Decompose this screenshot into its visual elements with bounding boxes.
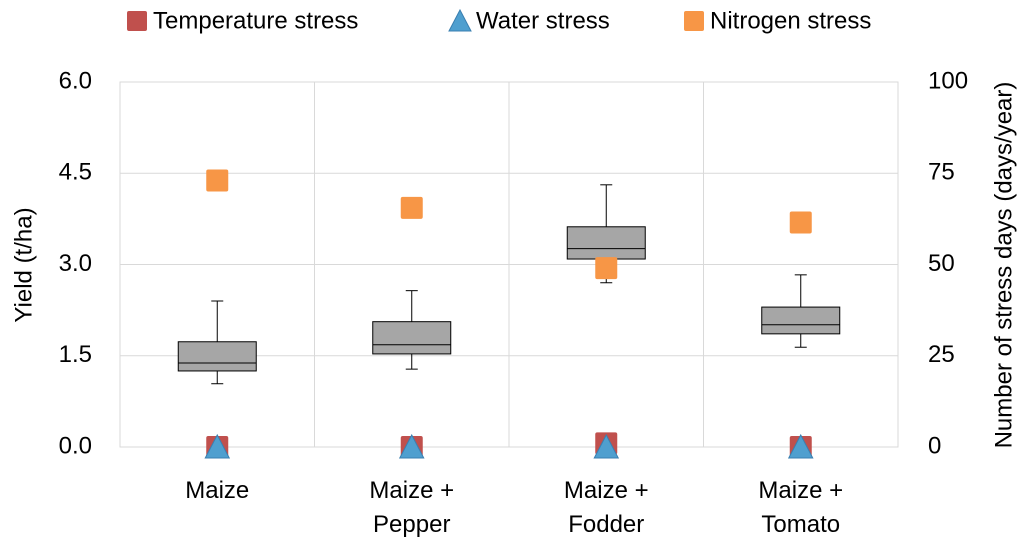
y2-tick-label: 25 — [928, 341, 955, 368]
y-tick-label: 0.0 — [59, 432, 92, 459]
y-tick-label: 4.5 — [59, 159, 92, 186]
x-tick-label: Maize + Tomato — [758, 477, 844, 538]
box — [761, 306, 841, 335]
legend-marker — [448, 8, 472, 32]
y2-tick-label: 100 — [928, 67, 968, 94]
y2-tick-label: 0 — [928, 432, 941, 459]
x-tick-label: Maize + Pepper — [369, 477, 455, 538]
box — [177, 341, 257, 372]
y-tick-label: 6.0 — [59, 67, 92, 94]
marker-square — [789, 211, 812, 234]
x-tick-label: Maize — [185, 477, 250, 504]
legend-label: Water stress — [476, 7, 610, 34]
legend-label: Temperature stress — [153, 7, 358, 34]
y-tick-label: 1.5 — [59, 341, 92, 368]
y2-axis-title: Number of stress days (days/year) — [990, 82, 1017, 449]
marker-square — [595, 257, 618, 280]
marker-square — [206, 169, 229, 192]
marker-triangle — [787, 433, 814, 459]
box — [372, 321, 452, 355]
box — [566, 226, 646, 260]
marker-triangle — [204, 433, 231, 459]
y-tick-label: 3.0 — [59, 250, 92, 277]
marker-triangle — [593, 433, 620, 459]
y-axis-title: Yield (t/ha) — [10, 207, 37, 322]
y2-tick-label: 50 — [928, 250, 955, 277]
y2-tick-label: 75 — [928, 159, 955, 186]
legend-label: Nitrogen stress — [710, 7, 871, 34]
legend-marker — [684, 11, 704, 31]
legend-marker — [127, 11, 147, 31]
plot-border — [119, 81, 899, 448]
marker-square — [400, 196, 423, 219]
x-tick-label: Maize + Fodder — [563, 477, 649, 538]
marker-triangle — [398, 433, 425, 459]
